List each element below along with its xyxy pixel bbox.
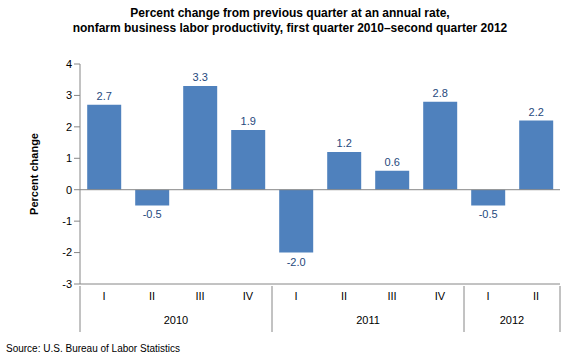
- svg-text:0: 0: [66, 184, 72, 196]
- svg-text:2.2: 2.2: [529, 106, 544, 118]
- svg-text:IV: IV: [243, 290, 254, 302]
- svg-text:I: I: [486, 290, 489, 302]
- svg-text:-3: -3: [62, 278, 72, 290]
- svg-text:I: I: [102, 290, 105, 302]
- html-text:Percent change from previous q: Percent change from previous quarter at …: [130, 6, 450, 20]
- svg-text:II: II: [533, 290, 539, 302]
- svg-text:III: III: [387, 290, 396, 302]
- svg-text:II: II: [149, 290, 155, 302]
- svg-text:2: 2: [66, 121, 72, 133]
- svg-text:III: III: [195, 290, 204, 302]
- svg-text:2.8: 2.8: [433, 87, 448, 99]
- svg-text:2.7: 2.7: [97, 90, 112, 102]
- svg-text:-2.0: -2.0: [287, 256, 306, 268]
- svg-text:-0.5: -0.5: [143, 208, 162, 220]
- svg-text:I: I: [294, 290, 297, 302]
- svg-text:3.3: 3.3: [193, 71, 208, 83]
- svg-text:2012: 2012: [500, 314, 524, 326]
- svg-text:0.6: 0.6: [385, 156, 400, 168]
- svg-text:Percent change: Percent change: [28, 133, 40, 215]
- svg-text:3: 3: [66, 89, 72, 101]
- svg-text:-2: -2: [62, 246, 72, 258]
- svg-text:II: II: [341, 290, 347, 302]
- svg-text:1: 1: [66, 152, 72, 164]
- html-text:Source: U.S. Bureau of Labor S: Source: U.S. Bureau of Labor Statistics: [6, 343, 180, 354]
- svg-text:-0.5: -0.5: [479, 208, 498, 220]
- svg-text:2011: 2011: [356, 314, 380, 326]
- svg-text:4: 4: [66, 58, 72, 70]
- html-text:nonfarm business labor product: nonfarm business labor productivity, fir…: [72, 21, 508, 35]
- svg-text:IV: IV: [435, 290, 446, 302]
- svg-text:1.2: 1.2: [337, 137, 352, 149]
- svg-text:2010: 2010: [164, 314, 188, 326]
- svg-text:-1: -1: [62, 215, 72, 227]
- svg-text:1.9: 1.9: [241, 115, 256, 127]
